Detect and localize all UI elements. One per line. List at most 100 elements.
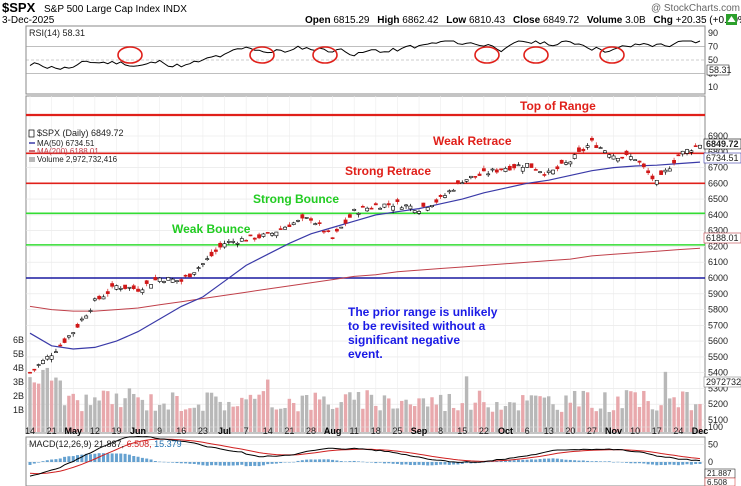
candle [127,286,132,289]
volume-bar [525,400,529,432]
candle [620,156,625,159]
macd-histogram-bar [140,457,144,462]
volume-bar [244,399,248,432]
candle [175,280,179,282]
candle [170,278,175,283]
volume-bar [521,395,525,432]
volume-tick: 2B [13,391,24,401]
volume-bar [642,390,646,432]
candle [386,203,391,206]
volume-bar [555,409,560,432]
candle [101,296,106,300]
volume-tick: 6B [13,335,24,345]
macd-histogram-bar [270,462,274,464]
volume-bar [270,407,274,432]
volume-bar [179,410,183,432]
candle [490,168,495,171]
volume-bar [482,402,486,432]
volume-bar [503,406,508,432]
candle [412,210,417,214]
macd-histogram-bar [521,459,525,462]
macd-histogram-bar [434,462,438,466]
ticker-symbol: $SPX [2,0,36,15]
candle [473,176,478,178]
macd-histogram-bar [210,462,214,466]
x-tick-label: Nov [605,426,622,436]
macd-histogram-bar [136,456,140,462]
x-tick-label: 9 [157,426,162,436]
macd-histogram-bar [395,462,399,464]
candle [659,170,663,175]
candle [438,194,443,197]
volume-bar [71,393,75,432]
candle [477,173,482,176]
volume-bar [248,394,253,432]
exchange-label: INDX [163,4,187,15]
candle [226,241,231,243]
x-tick-label: Oct [498,426,513,436]
candle [261,233,266,237]
candle [235,242,240,245]
macd-histogram-bar [197,462,201,465]
x-tick-label: 17 [652,426,662,436]
volume-badge-text: 2972732 [706,377,741,387]
x-tick-label: Dec [692,426,709,436]
volume-bar [88,405,93,432]
note-line-4: event. [348,347,383,361]
macd-histogram-bar [37,462,41,463]
candle [391,205,395,211]
macd-histogram-bar [335,460,339,462]
macd-histogram-bar [460,462,464,464]
volume-bar [218,401,222,432]
candle [218,242,223,248]
volume-bar [590,407,594,432]
candle [335,228,339,232]
price-tick: 5500 [708,352,728,362]
volume-bar [430,397,434,432]
volume-tick: 4B [13,363,24,373]
volume-bar [693,404,698,432]
price-tick: 5300 [708,383,728,393]
volume-bar [382,395,387,432]
overbought-highlight [474,46,500,64]
volume-bar [149,394,153,432]
macd-histogram-bar [326,459,330,462]
price-tick: 6500 [708,194,728,204]
candle [304,217,309,219]
macd-histogram-bar [400,462,404,465]
macd-histogram-bar [365,462,369,463]
candle [628,156,633,160]
volume-bar [157,404,162,432]
volume-bar [564,395,568,432]
macd-histogram-bar [344,461,348,463]
macd-histogram-bar [214,462,218,466]
volume-bar [629,391,633,432]
macd-histogram-bar [166,462,170,463]
volume-bar [84,394,88,432]
volume-bar [538,396,542,432]
candle [577,147,581,152]
volume-bar [577,406,581,432]
candle [546,170,551,173]
macd-panel: MACD(12,26,9) 21.887, 6.508, 15.379 1005… [25,422,736,486]
x-axis: 14 21 May 12 19 Jun 9 16 23 Jul 7 14 21 28 Aug 11 18 25 Se… [25,426,708,436]
volume-bar [114,393,119,432]
candle [378,207,383,210]
macd-histogram-bar [253,462,257,466]
volume-bar [214,396,218,432]
candle [278,228,283,230]
price-tick: 5600 [708,336,728,346]
volume-bar [689,410,694,432]
x-tick-label: 16 [176,426,186,436]
volume-bar [447,393,451,432]
price-panel: Top of Range Weak Retrace Strong Retrace… [13,95,741,434]
volume-bar [534,395,538,432]
price-tick: 6400 [708,210,728,220]
candle [559,159,564,164]
volume-bar [266,379,270,432]
candle [650,175,655,180]
candle [123,284,127,289]
volume-bar [209,392,214,432]
volume-bar [106,391,110,432]
volume-bar [32,382,37,432]
